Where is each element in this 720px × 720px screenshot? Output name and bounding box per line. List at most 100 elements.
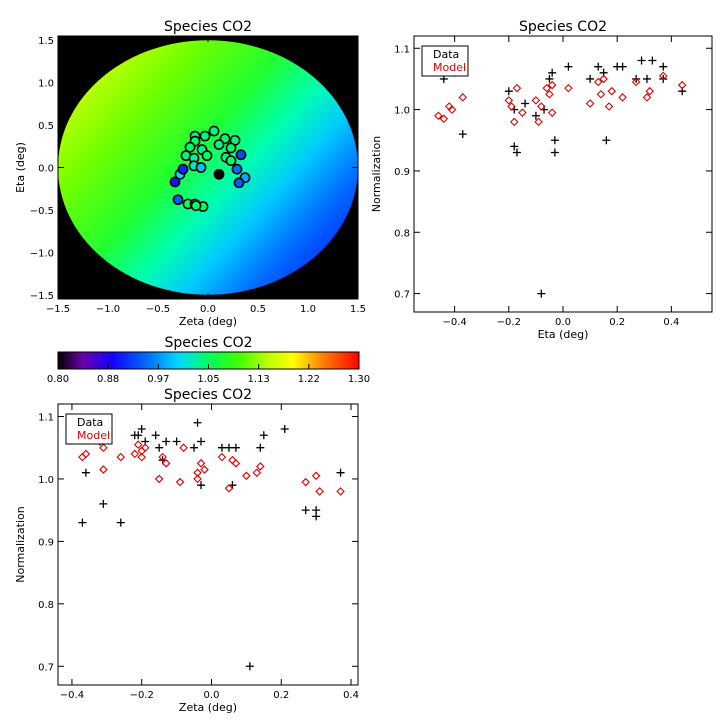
map-point <box>195 162 207 173</box>
data-point <box>336 468 345 477</box>
data-point <box>504 87 513 96</box>
x-tick-label: −0.4 <box>60 690 84 701</box>
x-tick-label: 0.0 <box>204 690 220 701</box>
data-point <box>510 142 519 151</box>
data-point <box>155 443 164 452</box>
map-panel: Species CO2 −1.5 −1.0 −0.5 0.0 0.5 1.0 1.5 −1.5 −… <box>14 19 366 328</box>
map-point <box>177 163 189 175</box>
data-point <box>197 437 206 446</box>
data-point <box>193 418 202 427</box>
legend-box <box>421 45 469 77</box>
legend-model-label: Model <box>77 429 110 442</box>
data-point <box>659 62 668 71</box>
y-tick-label: 1.0 <box>394 106 410 117</box>
model-point <box>604 102 614 111</box>
model-point <box>158 452 167 462</box>
data-point <box>137 424 146 433</box>
map-point <box>208 125 220 137</box>
data-point <box>637 56 646 65</box>
data-point <box>458 130 467 139</box>
colorbar-tick-label: 1.13 <box>248 374 270 385</box>
model-point <box>618 93 627 102</box>
model-point <box>547 108 557 117</box>
y-tick-label: 1.5 <box>38 36 54 47</box>
model-point <box>116 452 126 462</box>
data-point <box>116 518 125 527</box>
colorbar-tick-label: 0.88 <box>97 374 119 385</box>
model-point <box>161 459 171 468</box>
model-point <box>140 443 150 452</box>
model-point <box>99 465 108 474</box>
model-point <box>642 93 652 102</box>
x-tick-label: −0.2 <box>130 690 154 701</box>
data-point <box>602 136 611 145</box>
data-point <box>190 443 199 452</box>
map-point <box>199 130 211 142</box>
colorbar-tick-label: 1.30 <box>348 374 370 385</box>
y-tick-label: 0.7 <box>394 290 410 301</box>
zeta-panel: Species CO2 −0.4 −0.2 0.0 0.2 0.4 0.7 0.8 0.9 1.0… <box>14 387 359 714</box>
model-point <box>537 102 546 111</box>
data-point <box>618 62 627 71</box>
map-point <box>225 155 237 167</box>
chart-title: Species CO2 <box>519 19 607 35</box>
data-point <box>259 431 268 440</box>
model-point <box>585 99 595 108</box>
x-tick-label: 0.2 <box>609 317 625 328</box>
data-point <box>151 431 160 440</box>
model-point <box>447 105 457 114</box>
colorbar-title: Species CO2 <box>164 335 252 351</box>
model-point <box>547 80 557 90</box>
y-tick-label: −1.5 <box>30 291 54 302</box>
data-point <box>256 443 265 452</box>
model-point <box>81 449 91 459</box>
map-point <box>190 200 202 212</box>
map-disk <box>58 40 358 295</box>
model-point <box>607 86 617 96</box>
y-tick-label: 0.9 <box>394 167 410 178</box>
map-point <box>169 176 181 188</box>
y-tick-label: −1.0 <box>30 248 54 259</box>
x-tick-label: 0.4 <box>663 317 679 328</box>
x-axis-label: Zeta (deg) <box>179 315 237 328</box>
y-tick-label: 1.1 <box>38 412 54 423</box>
data-point <box>231 443 240 452</box>
model-point <box>545 89 554 99</box>
model-point <box>200 465 209 474</box>
model-point <box>504 96 514 105</box>
colorbar-tick-label: 1.05 <box>197 374 219 385</box>
model-point <box>175 477 185 487</box>
map-point <box>213 139 225 150</box>
x-tick-label: −0.5 <box>146 304 170 315</box>
y-tick-label: 1.0 <box>38 79 54 90</box>
model-point <box>315 487 324 496</box>
data-point <box>162 437 171 446</box>
y-axis-label: Eta (deg) <box>14 142 27 193</box>
data-point <box>594 62 603 71</box>
x-tick-label: 0.0 <box>555 317 571 328</box>
model-point <box>179 443 188 452</box>
chart-title: Species CO2 <box>164 19 252 35</box>
chart-title: Species CO2 <box>164 387 252 403</box>
x-tick-label: 1.0 <box>300 304 316 315</box>
y-tick-label: 0.5 <box>38 121 54 132</box>
colorbar-panel: Species CO2 0.80 0.88 0.97 1.05 1.13 1.22 1.30 <box>47 335 370 385</box>
legend-model-label: Model <box>433 61 466 74</box>
model-point <box>434 111 443 121</box>
map-point <box>172 194 184 206</box>
y-tick-label: 0.7 <box>38 662 54 673</box>
model-point <box>507 102 516 111</box>
x-tick-label: −1.0 <box>96 304 120 315</box>
model-point <box>256 462 265 471</box>
x-tick-label: 0.0 <box>200 304 216 315</box>
y-tick-label: 0.8 <box>394 228 410 239</box>
y-tick-label: −0.5 <box>30 206 54 217</box>
x-tick-label: −0.2 <box>497 317 521 328</box>
x-tick-label: −0.4 <box>442 317 466 328</box>
model-point <box>512 83 522 93</box>
model-point <box>645 86 654 96</box>
y-tick-label: 1.0 <box>38 475 54 486</box>
data-point <box>172 437 181 446</box>
data-point <box>78 518 87 527</box>
model-point <box>658 71 668 81</box>
